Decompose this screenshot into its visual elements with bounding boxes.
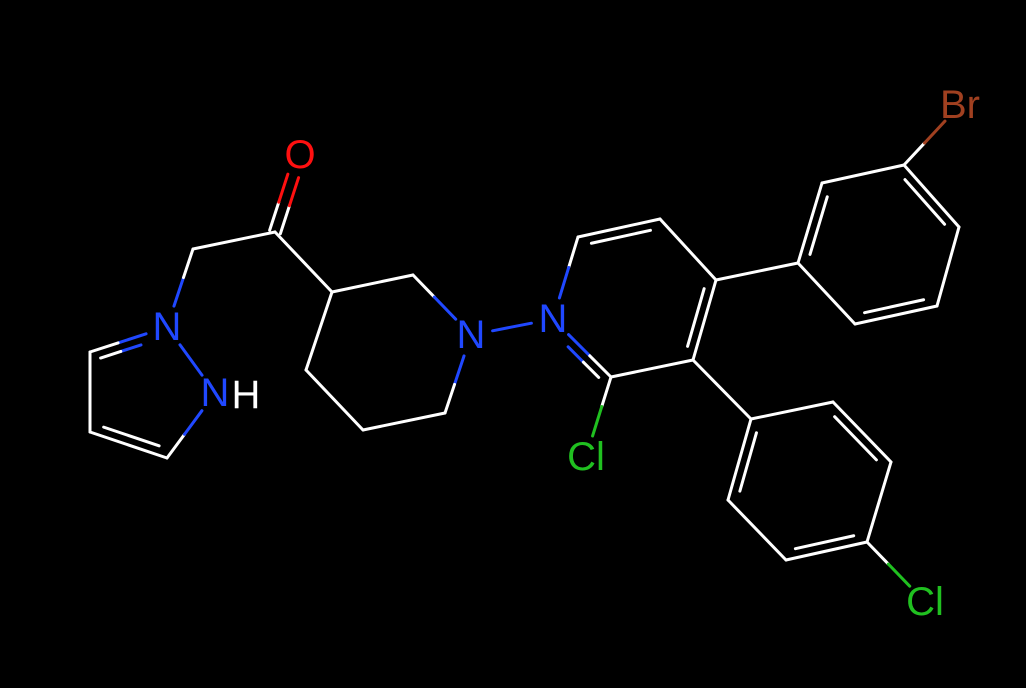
bond (104, 427, 159, 446)
bond (167, 434, 184, 458)
bond (569, 335, 590, 356)
bond (332, 275, 413, 292)
n-atom-label: N (201, 371, 230, 415)
bond (275, 232, 332, 292)
cl-atom-label: Cl (567, 435, 605, 479)
cl-atom-label: Cl (906, 580, 944, 624)
bond (434, 297, 455, 319)
bond (716, 263, 798, 280)
bond (493, 323, 532, 331)
bond (578, 219, 660, 237)
h-atom-label: H (232, 373, 261, 417)
o-atom-label: O (284, 133, 315, 177)
bond (121, 345, 141, 352)
bond (279, 174, 288, 202)
bond (180, 345, 202, 375)
bond (413, 275, 434, 297)
bond (174, 278, 184, 307)
bond (445, 384, 455, 413)
bond (751, 402, 833, 419)
bond (455, 356, 465, 385)
bond (289, 178, 298, 206)
bond (798, 263, 855, 324)
bond (867, 462, 891, 542)
bond (101, 351, 121, 358)
bond (833, 402, 891, 462)
bond (193, 232, 275, 249)
n-atom-label: N (457, 313, 486, 357)
molecule-diagram: NNONNClClBrH (0, 0, 1026, 688)
bond (184, 411, 201, 435)
bond (118, 334, 146, 343)
bond (590, 356, 611, 377)
bond (306, 292, 332, 370)
bond (740, 433, 757, 491)
bond (593, 407, 602, 437)
bond (306, 370, 363, 430)
bond (559, 267, 568, 297)
bond (855, 306, 937, 324)
n-atom-label: N (153, 305, 182, 349)
bond (660, 219, 716, 280)
n-atom-label: N (539, 297, 568, 341)
bond (693, 360, 751, 419)
bond (90, 343, 118, 352)
bond (569, 237, 578, 267)
bond (904, 165, 959, 227)
bond (611, 360, 693, 377)
bond (904, 143, 924, 165)
bond (810, 197, 827, 255)
bond (270, 202, 279, 230)
bond (867, 542, 888, 564)
bond (688, 289, 705, 347)
bond (786, 542, 867, 560)
bond (822, 165, 904, 183)
bond (728, 500, 786, 560)
bond (937, 227, 959, 306)
bond (835, 417, 877, 460)
bond (602, 377, 611, 407)
br-atom-label: Br (940, 83, 980, 127)
bond (363, 413, 445, 430)
bond (280, 206, 289, 234)
bond (183, 249, 193, 278)
